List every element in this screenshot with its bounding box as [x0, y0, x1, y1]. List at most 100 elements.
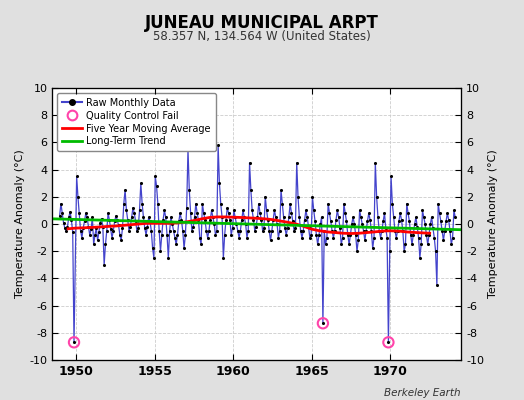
- Point: [96, 220, 104, 226]
- Point: [250, 228, 259, 234]
- Point: [271, 214, 280, 220]
- Point: [129, 204, 137, 211]
- Point: [228, 225, 237, 231]
- Point: [252, 224, 260, 230]
- Point: [117, 237, 125, 244]
- Point: [62, 228, 70, 234]
- Point: [342, 218, 351, 224]
- Point: [146, 218, 154, 224]
- Point: [270, 207, 279, 214]
- Point: [249, 217, 258, 223]
- Point: [189, 224, 198, 230]
- Point: [261, 194, 269, 200]
- Point: [436, 218, 445, 224]
- Point: [56, 213, 64, 219]
- Point: [376, 234, 385, 241]
- Point: [155, 228, 163, 234]
- Point: [430, 234, 439, 241]
- Point: [106, 226, 115, 233]
- Point: [357, 214, 365, 220]
- Point: [181, 232, 190, 238]
- Point: [164, 255, 172, 261]
- Point: [213, 228, 221, 234]
- Point: [66, 208, 74, 215]
- Point: [337, 241, 345, 248]
- Point: [185, 187, 193, 193]
- Point: [198, 200, 206, 207]
- Point: [167, 214, 175, 220]
- Point: [159, 217, 167, 223]
- Point: [290, 228, 298, 234]
- Point: [397, 217, 406, 223]
- Point: [379, 218, 387, 224]
- Point: [384, 339, 392, 346]
- Point: [329, 234, 337, 241]
- Point: [321, 241, 330, 248]
- Point: [87, 226, 95, 233]
- Point: [140, 225, 149, 231]
- Point: [203, 234, 212, 241]
- Point: [346, 232, 355, 238]
- Point: [352, 232, 360, 238]
- Point: [328, 228, 336, 234]
- Point: [237, 217, 246, 223]
- Point: [200, 210, 208, 216]
- Point: [318, 214, 326, 220]
- Point: [174, 218, 183, 224]
- Point: [389, 214, 398, 220]
- Point: [148, 245, 157, 252]
- Point: [154, 200, 162, 207]
- Point: [361, 237, 369, 244]
- Point: [63, 224, 72, 230]
- Point: [79, 225, 88, 231]
- Point: [315, 232, 323, 238]
- Point: [147, 228, 156, 234]
- Point: [388, 200, 397, 207]
- Point: [61, 225, 69, 231]
- Point: [244, 228, 253, 234]
- Point: [319, 320, 327, 326]
- Point: [151, 173, 159, 180]
- Point: [145, 214, 153, 220]
- Point: [345, 241, 353, 248]
- Point: [119, 200, 128, 207]
- Point: [112, 213, 120, 219]
- Point: [446, 228, 454, 234]
- Text: 58.357 N, 134.564 W (United States): 58.357 N, 134.564 W (United States): [153, 30, 371, 43]
- Point: [179, 228, 187, 234]
- Point: [263, 207, 271, 214]
- Point: [215, 180, 224, 186]
- Point: [240, 214, 248, 220]
- Point: [423, 241, 432, 248]
- Point: [194, 217, 203, 223]
- Point: [447, 241, 455, 248]
- Point: [236, 228, 245, 234]
- Point: [435, 210, 444, 216]
- Point: [294, 194, 302, 200]
- Point: [177, 217, 185, 223]
- Point: [125, 228, 133, 234]
- Y-axis label: Temperature Anomaly (°C): Temperature Anomaly (°C): [488, 150, 498, 298]
- Point: [58, 210, 67, 216]
- Point: [69, 229, 77, 235]
- Point: [256, 210, 264, 216]
- Point: [324, 200, 332, 207]
- Point: [325, 210, 334, 216]
- Point: [100, 262, 108, 268]
- Point: [405, 218, 413, 224]
- Point: [57, 200, 65, 207]
- Point: [59, 220, 68, 226]
- Point: [83, 214, 91, 220]
- Point: [363, 218, 372, 224]
- Point: [132, 218, 140, 224]
- Point: [334, 214, 343, 220]
- Point: [64, 214, 73, 220]
- Point: [429, 225, 437, 231]
- Point: [122, 207, 130, 214]
- Point: [104, 210, 112, 216]
- Point: [408, 241, 416, 248]
- Point: [235, 234, 243, 241]
- Point: [425, 232, 433, 238]
- Point: [286, 200, 294, 207]
- Point: [260, 225, 268, 231]
